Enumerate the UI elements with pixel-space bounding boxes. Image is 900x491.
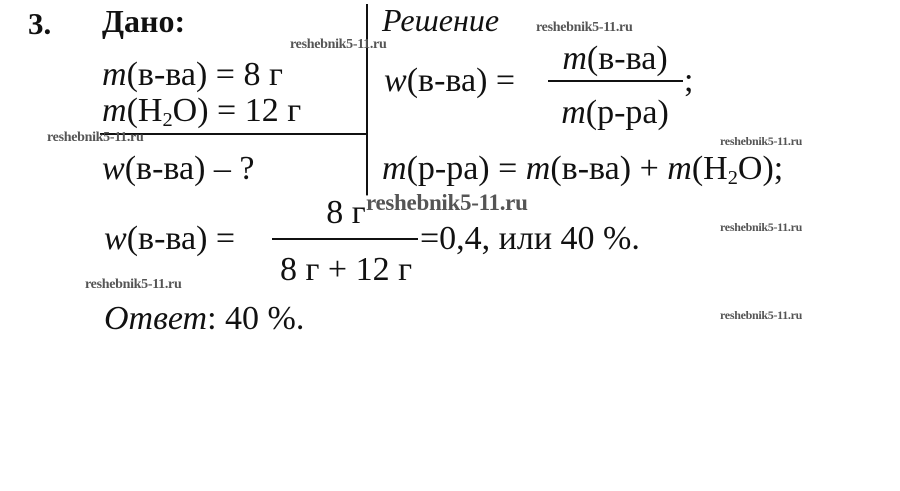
watermark: reshebnik5-11.ru <box>366 190 528 215</box>
fraction-bar <box>548 80 683 82</box>
given-mass-water: m(H2O) = 12 г <box>102 94 301 131</box>
given-text: (H <box>126 92 163 129</box>
given-text: O) = 12 г <box>172 92 302 129</box>
watermark: reshebnik5-11.ru <box>47 130 144 145</box>
given-heading: Дано: <box>102 3 186 39</box>
mass-symbol: m <box>102 92 127 129</box>
watermark: reshebnik5-11.ru <box>720 308 802 322</box>
numerator: m(в-ва) <box>562 40 668 77</box>
fraction-bar <box>272 238 418 240</box>
formula-solution-mass: m(р-ра) = m(в-ва) + m(H2O); <box>382 150 784 190</box>
watermark: reshebnik5-11.ru <box>290 37 387 52</box>
denominator: m(р-ра) <box>561 94 669 131</box>
result: =0,4, или 40 %. <box>420 220 640 257</box>
problem-number: 3. <box>28 6 52 41</box>
fraction-symbol: w <box>384 62 407 99</box>
subscript: 2 <box>162 109 173 132</box>
solution-heading: Решение <box>382 2 500 38</box>
watermark: reshebnik5-11.ru <box>85 277 182 292</box>
fraction-symbol: w <box>104 220 127 257</box>
formula-lhs: (в-ва) = <box>126 220 236 257</box>
column-divider <box>366 4 368 196</box>
numerator: 8 г <box>326 194 366 231</box>
find-text: (в-ва) – ? <box>124 150 255 187</box>
denominator: 8 г + 12 г <box>279 251 413 288</box>
given-text: (в-ва) = 8 г <box>126 56 283 93</box>
mass-symbol: m <box>102 56 127 93</box>
answer-value: : 40 %. <box>207 300 305 337</box>
answer-label: Ответ <box>104 300 208 337</box>
fraction-symbol: w <box>102 150 125 187</box>
watermark: reshebnik5-11.ru <box>720 220 802 234</box>
watermark: reshebnik5-11.ru <box>720 134 802 148</box>
watermark: reshebnik5-11.ru <box>536 20 633 35</box>
formula-lhs: (в-ва) = <box>406 62 516 99</box>
semicolon: ; <box>684 62 694 99</box>
given-divider <box>100 133 367 135</box>
find-quantity: w(в-ва) – ? <box>102 152 255 186</box>
given-mass-substance: m(в-ва) = 8 г <box>102 58 283 92</box>
answer: Ответ: 40 %. <box>104 302 304 336</box>
